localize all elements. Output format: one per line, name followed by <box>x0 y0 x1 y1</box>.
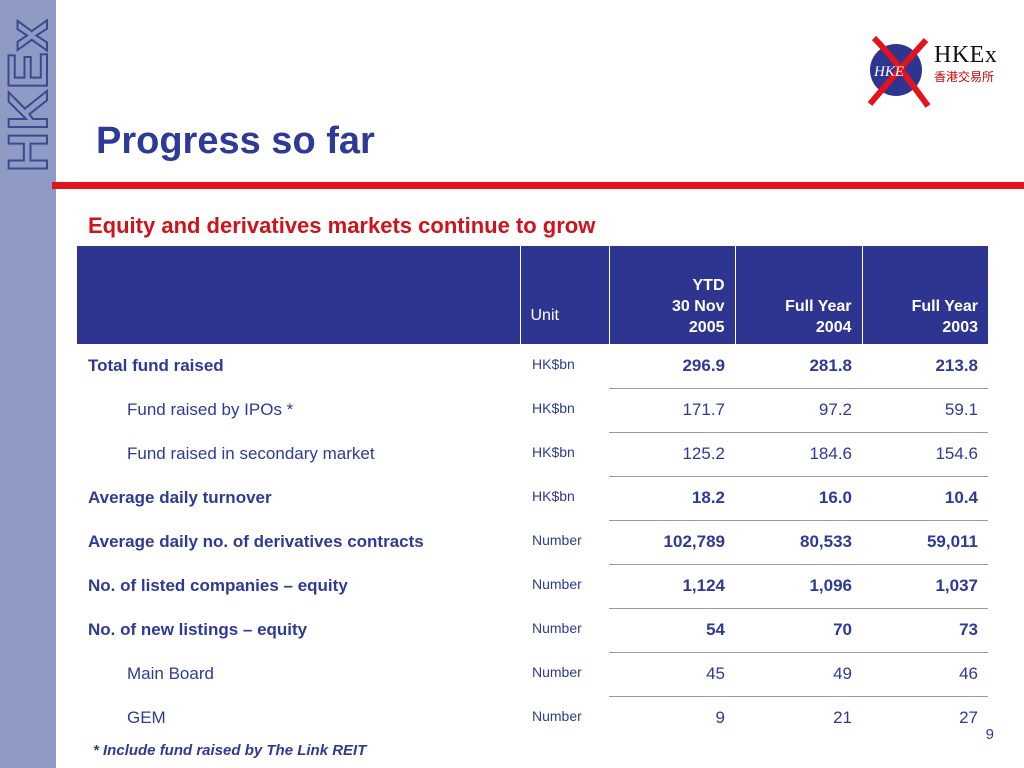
row-unit: HK$bn <box>532 400 575 416</box>
row-ytd: 45 <box>609 652 735 697</box>
row-fy2004: 16.0 <box>735 476 862 521</box>
row-ytd: 296.9 <box>609 344 735 389</box>
row-fy2004: 184.6 <box>735 432 862 477</box>
row-fy2003: 27 <box>959 708 978 728</box>
header-fy2004-line2: 2004 <box>815 319 852 336</box>
table-row: Fund raised by IPOs * HK$bn 171.7 97.2 5… <box>77 388 988 433</box>
header-fy2004: Full Year 2004 <box>735 246 863 344</box>
table-header-row: Unit YTD 30 Nov 2005 Full Year 2004 Full… <box>77 246 988 344</box>
sidebar: HKEx <box>0 0 56 768</box>
slide-title: Progress so far <box>96 120 375 162</box>
row-fy2004: 1,096 <box>735 564 862 609</box>
header-fy2003-line1: Full Year <box>911 298 978 315</box>
row-unit: Number <box>532 532 582 548</box>
footnote-marker: * <box>93 742 99 759</box>
footnote: * Include fund raised by The Link REIT <box>93 742 366 759</box>
hkex-logo: HKE HKEx 香港交易所 <box>862 35 1002 108</box>
header-unit: Unit <box>520 246 610 344</box>
table-row: Average daily turnover HK$bn 18.2 16.0 1… <box>77 476 988 521</box>
row-fy2003: 46 <box>862 652 988 697</box>
row-label: Average daily no. of derivatives contrac… <box>88 532 424 551</box>
logo-text-en: HKEx <box>934 42 998 68</box>
row-label: Fund raised by IPOs * <box>127 400 294 419</box>
row-fy2003: 10.4 <box>862 476 988 521</box>
header-ytd-line1: YTD <box>692 277 725 294</box>
row-label: GEM <box>127 708 166 727</box>
market-stats-table: Unit YTD 30 Nov 2005 Full Year 2004 Full… <box>77 246 988 740</box>
row-label: Main Board <box>127 664 214 683</box>
row-fy2004: 21 <box>833 708 852 728</box>
row-label: Average daily turnover <box>88 488 272 507</box>
row-fy2003: 73 <box>862 608 988 653</box>
row-fy2004: 97.2 <box>735 388 862 433</box>
table-row: Total fund raised HK$bn 296.9 281.8 213.… <box>77 344 988 389</box>
row-label: No. of new listings – equity <box>88 620 308 639</box>
sidebar-logo: HKEx <box>0 0 56 190</box>
row-unit: Number <box>532 664 582 680</box>
title-divider <box>52 182 1024 189</box>
header-ytd-line2: 30 Nov <box>672 298 725 315</box>
row-ytd: 18.2 <box>609 476 735 521</box>
row-fy2003: 59.1 <box>862 388 988 433</box>
row-unit: Number <box>532 708 582 724</box>
header-fy2003: Full Year 2003 <box>862 246 988 344</box>
footnote-text: Include fund raised by The Link REIT <box>103 742 367 759</box>
header-ytd-line3: 2005 <box>688 319 725 336</box>
row-unit: Number <box>532 576 582 592</box>
row-label: No. of listed companies – equity <box>88 576 348 595</box>
row-unit: Number <box>532 620 582 636</box>
header-label <box>77 246 521 344</box>
row-ytd: 102,789 <box>609 520 735 565</box>
row-ytd: 9 <box>715 708 725 728</box>
hkex-mark-text: HKE <box>873 64 904 80</box>
table-row: No. of listed companies – equity Number … <box>77 564 988 609</box>
page-number: 9 <box>985 726 994 743</box>
row-label: Total fund raised <box>88 356 224 375</box>
row-fy2003: 1,037 <box>862 564 988 609</box>
row-fy2004: 80,533 <box>735 520 862 565</box>
logo-text-zh: 香港交易所 <box>934 70 995 84</box>
row-ytd: 125.2 <box>609 432 735 477</box>
row-ytd: 1,124 <box>609 564 735 609</box>
header-fy2003-line2: 2003 <box>942 319 978 336</box>
header-fy2004-line1: Full Year <box>785 298 852 315</box>
table-row: Average daily no. of derivatives contrac… <box>77 520 988 565</box>
row-fy2003: 213.8 <box>862 344 988 389</box>
row-fy2004: 70 <box>735 608 862 653</box>
row-ytd: 171.7 <box>609 388 735 433</box>
table-row: Main Board Number 45 49 46 <box>77 652 988 697</box>
row-unit: HK$bn <box>532 356 575 372</box>
slide-subtitle: Equity and derivatives markets continue … <box>88 213 596 238</box>
table-row: GEM Number 9 21 27 <box>77 696 988 740</box>
row-fy2003: 59,011 <box>862 520 988 565</box>
table-row: No. of new listings – equity Number 54 7… <box>77 608 988 653</box>
row-unit: HK$bn <box>532 444 575 460</box>
row-fy2004: 49 <box>735 652 862 697</box>
row-ytd: 54 <box>609 608 735 653</box>
table-row: Fund raised in secondary market HK$bn 12… <box>77 432 988 477</box>
sidebar-logo-text: HKEx <box>0 17 56 172</box>
row-fy2004: 281.8 <box>735 344 862 389</box>
hkex-mark-icon: HKE <box>867 35 931 108</box>
row-unit: HK$bn <box>532 488 575 504</box>
row-fy2003: 154.6 <box>862 432 988 477</box>
row-label: Fund raised in secondary market <box>127 444 375 463</box>
header-ytd: YTD 30 Nov 2005 <box>609 246 736 344</box>
